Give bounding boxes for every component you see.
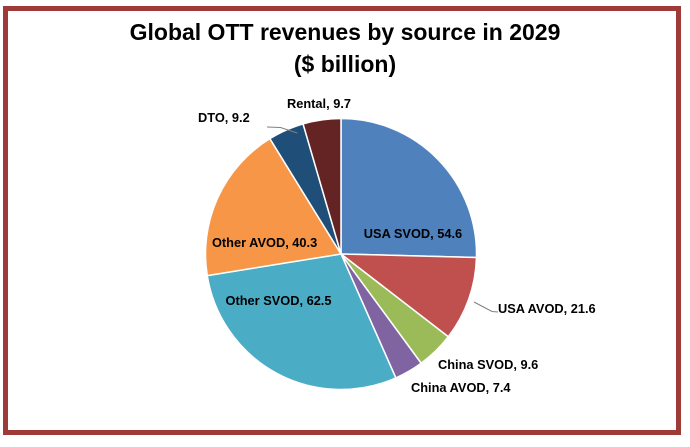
svg-text:Rental, 9.7: Rental, 9.7 — [287, 96, 351, 111]
svg-text:China AVOD, 7.4: China AVOD, 7.4 — [411, 380, 511, 395]
svg-text:DTO, 9.2: DTO, 9.2 — [198, 110, 250, 125]
svg-text:USA AVOD, 21.6: USA AVOD, 21.6 — [498, 301, 596, 316]
svg-text:Other AVOD, 40.3: Other AVOD, 40.3 — [212, 235, 317, 250]
svg-text:China SVOD, 9.6: China SVOD, 9.6 — [438, 357, 538, 372]
svg-text:USA SVOD, 54.6: USA SVOD, 54.6 — [364, 226, 462, 241]
svg-text:Other SVOD, 62.5: Other SVOD, 62.5 — [226, 293, 332, 308]
